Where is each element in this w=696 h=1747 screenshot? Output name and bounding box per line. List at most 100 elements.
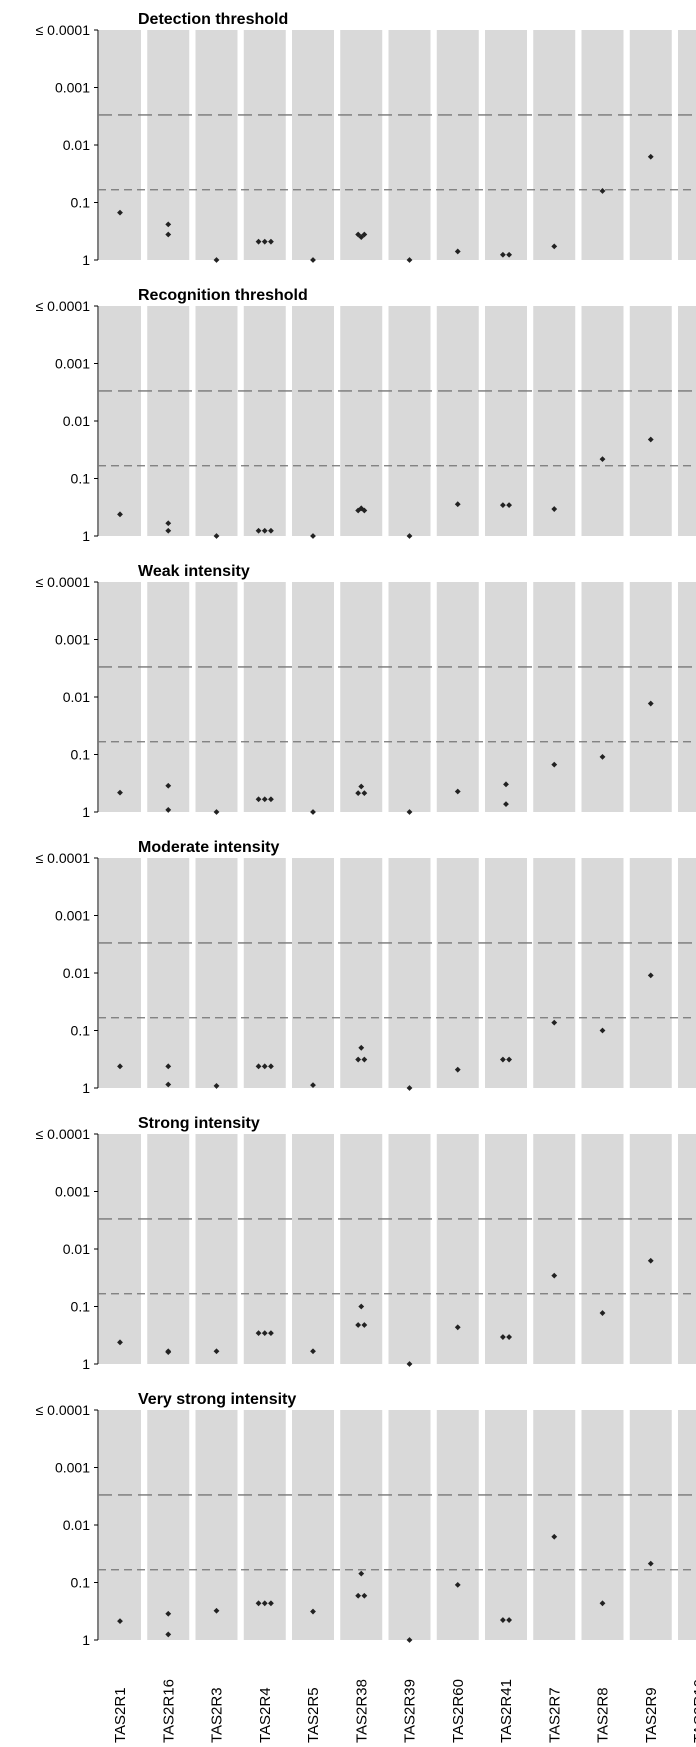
- panel-title: Weak intensity: [138, 563, 250, 580]
- category-band: [147, 1410, 190, 1640]
- y-tick-label: 0.001: [55, 908, 90, 924]
- data-point: [117, 1063, 123, 1070]
- data-point: [506, 502, 512, 508]
- data-point: [261, 796, 268, 803]
- data-point: [454, 1324, 461, 1331]
- category-band: [533, 1134, 576, 1364]
- y-tick-label: ≤ 0.0001: [36, 298, 91, 314]
- category-band: [388, 30, 431, 260]
- data-point: [255, 527, 262, 534]
- y-tick-label: 0.001: [55, 1460, 90, 1476]
- data-point: [165, 1081, 172, 1088]
- data-point: [358, 1303, 365, 1310]
- panel-title: Very strong intensity: [138, 1391, 296, 1408]
- category-band: [581, 306, 624, 536]
- category-band: [340, 1410, 383, 1640]
- data-point: [268, 1600, 274, 1607]
- y-tick-label: 1: [82, 1080, 90, 1096]
- category-band: [99, 1410, 141, 1640]
- y-tick-label: 1: [82, 1356, 90, 1372]
- y-tick-label: 0.01: [63, 689, 90, 705]
- category-band: [147, 858, 190, 1088]
- category-band: [533, 582, 576, 812]
- data-point: [165, 231, 172, 238]
- data-point: [599, 1310, 606, 1316]
- data-point: [599, 456, 606, 463]
- data-point: [355, 1322, 362, 1328]
- category-band: [292, 582, 334, 812]
- data-point: [310, 1608, 316, 1615]
- x-tick-label: TAS2R41: [498, 1679, 515, 1743]
- data-point: [500, 1056, 506, 1063]
- data-point: [647, 153, 654, 160]
- chart-panel-6: ≤ 0.0001 0.001 0.01 0.1 1 Very strong intensi…: [36, 1391, 696, 1648]
- data-point: [358, 1044, 365, 1051]
- chart-panel-1: ≤ 0.0001 0.001 0.01 0.1 1 Detection threshold: [36, 11, 696, 268]
- data-point: [551, 1533, 558, 1540]
- category-band: [388, 1410, 431, 1640]
- x-tick-label: TAS2R8: [595, 1687, 612, 1743]
- data-point: [503, 781, 509, 788]
- data-point: [165, 520, 172, 527]
- data-point: [406, 809, 413, 815]
- category-band: [533, 858, 576, 1088]
- data-point: [268, 1330, 274, 1336]
- y-tick-label: 1: [82, 528, 90, 544]
- data-point: [268, 1063, 274, 1070]
- y-tick-label: 0.1: [71, 1575, 91, 1591]
- data-point: [361, 507, 368, 514]
- y-tick-label: 0.001: [55, 80, 90, 96]
- data-point: [355, 507, 362, 514]
- y-tick-label: 0.1: [71, 471, 91, 487]
- data-point: [255, 238, 262, 245]
- category-band: [581, 582, 624, 812]
- category-band: [195, 306, 238, 536]
- category-band: [388, 858, 431, 1088]
- data-point: [213, 1083, 220, 1089]
- y-tick-label: 0.01: [63, 965, 90, 981]
- y-tick-label: 0.1: [71, 195, 91, 211]
- data-point: [454, 248, 461, 255]
- data-point: [165, 1610, 172, 1617]
- y-tick-label: ≤ 0.0001: [36, 1126, 91, 1142]
- category-band: [292, 1410, 334, 1640]
- y-tick-label: 1: [82, 804, 90, 820]
- category-band: [388, 582, 431, 812]
- data-point: [268, 527, 274, 534]
- data-point: [165, 782, 172, 789]
- category-band: [340, 582, 383, 812]
- category-band: [243, 582, 286, 812]
- data-point: [255, 1063, 262, 1070]
- category-band: [243, 858, 286, 1088]
- data-point: [647, 972, 654, 979]
- category-band: [388, 1134, 431, 1364]
- data-point: [165, 807, 172, 813]
- x-tick-label: TAS2R7: [546, 1687, 563, 1743]
- category-band: [195, 858, 238, 1088]
- y-tick-label: 0.001: [55, 1184, 90, 1200]
- category-band: [436, 1410, 479, 1640]
- chart-panel-2: ≤ 0.0001 0.001 0.01 0.1 1 Recognition thresho…: [36, 287, 696, 544]
- data-point: [551, 1272, 558, 1279]
- category-band: [436, 30, 479, 260]
- data-point: [551, 506, 558, 512]
- data-point: [310, 1082, 316, 1088]
- y-tick-label: 0.1: [71, 747, 91, 763]
- category-band: [436, 858, 479, 1088]
- data-point: [506, 1334, 512, 1340]
- category-band: [99, 30, 141, 260]
- data-point: [310, 257, 316, 263]
- category-band: [678, 306, 696, 536]
- data-point: [117, 1618, 123, 1625]
- category-band: [485, 582, 527, 812]
- data-point: [213, 809, 220, 815]
- data-point: [310, 1348, 316, 1355]
- category-band: [99, 1134, 141, 1364]
- data-point: [165, 1063, 172, 1070]
- data-point: [355, 1056, 362, 1063]
- data-point: [355, 790, 362, 797]
- category-band: [292, 30, 334, 260]
- category-band: [340, 306, 383, 536]
- category-band: [629, 582, 672, 812]
